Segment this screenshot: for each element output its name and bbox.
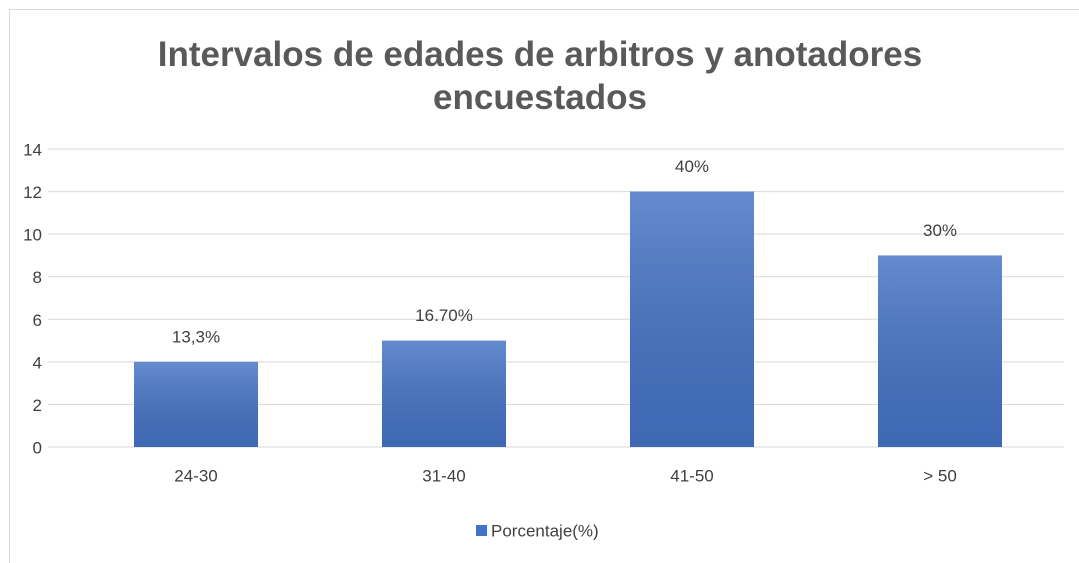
x-tick-label: > 50 — [923, 466, 957, 485]
y-tick-label: 6 — [33, 311, 42, 330]
y-tick-label: 4 — [33, 353, 42, 372]
chart-border — [9, 9, 1079, 563]
data-label: 30% — [923, 221, 957, 240]
y-tick-label: 14 — [23, 140, 42, 159]
legend-label: Porcentaje(%) — [491, 521, 599, 540]
y-tick-label: 8 — [33, 268, 42, 287]
y-tick-label: 10 — [23, 226, 42, 245]
bar-shade — [382, 340, 506, 447]
chart-title: Intervalos de edades de arbitros y anota… — [157, 35, 923, 117]
data-label: 40% — [675, 157, 709, 176]
bar-shade — [134, 361, 258, 447]
x-tick-label: 41-50 — [670, 466, 713, 485]
data-label: 13,3% — [172, 327, 220, 346]
bar-shade — [630, 191, 754, 447]
data-label: 16.70% — [415, 306, 473, 325]
y-tick-label: 12 — [23, 183, 42, 202]
x-tick-label: 31-40 — [422, 466, 465, 485]
legend-swatch — [476, 525, 487, 536]
x-tick-label: 24-30 — [174, 466, 217, 485]
y-tick-label: 0 — [33, 438, 42, 457]
y-tick-label: 2 — [33, 396, 42, 415]
bar-shade — [878, 255, 1002, 447]
